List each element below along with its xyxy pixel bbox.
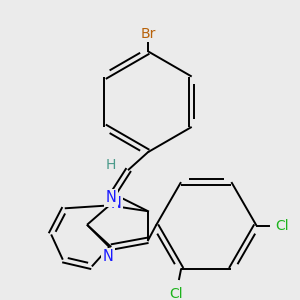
Text: Br: Br: [140, 27, 156, 41]
Text: N: N: [106, 190, 117, 205]
Text: H: H: [106, 158, 116, 172]
Text: Cl: Cl: [169, 286, 183, 300]
Text: N: N: [111, 196, 122, 211]
Text: Cl: Cl: [275, 219, 289, 233]
Text: N: N: [103, 249, 114, 264]
